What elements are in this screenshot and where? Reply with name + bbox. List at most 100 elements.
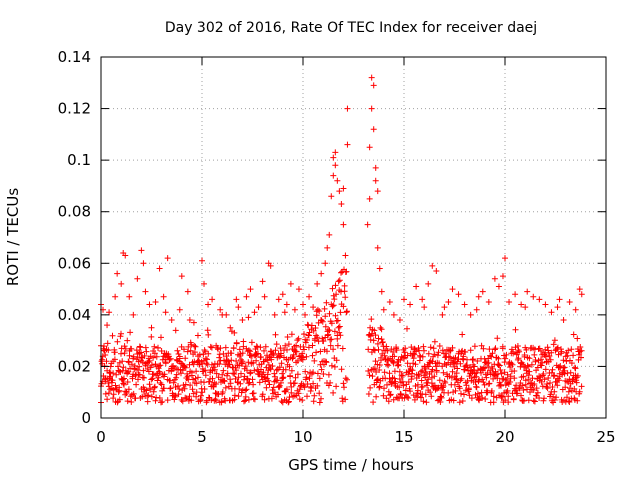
roti-point	[279, 291, 286, 298]
roti-point	[302, 311, 309, 318]
roti-point	[205, 301, 212, 308]
roti-point	[370, 82, 377, 89]
roti-point	[390, 311, 397, 318]
roti-point	[425, 280, 432, 287]
roti-point	[231, 329, 238, 336]
grid-lines	[101, 57, 606, 418]
roti-point	[322, 260, 329, 267]
x-tick-label: 20	[495, 428, 514, 446]
roti-point	[366, 195, 373, 202]
roti-point	[300, 301, 306, 308]
roti-point	[338, 200, 345, 207]
roti-point	[502, 255, 508, 262]
roti-point	[566, 298, 573, 305]
roti-point	[136, 350, 143, 357]
roti-point	[251, 309, 258, 316]
roti-point	[372, 164, 379, 171]
roti-point	[310, 304, 317, 311]
roti-point	[473, 306, 480, 313]
roti-point	[213, 342, 220, 349]
y-tick-label: 0.12	[58, 100, 91, 118]
roti-point	[328, 193, 335, 200]
roti-point	[306, 293, 313, 300]
roti-point	[491, 275, 498, 282]
roti-point	[445, 298, 452, 305]
x-axis-title: GPS time / hours	[288, 456, 414, 474]
roti-point	[201, 280, 208, 287]
roti-point	[332, 149, 339, 156]
roti-point	[156, 265, 163, 272]
roti-point	[499, 273, 506, 280]
roti-point	[475, 293, 482, 300]
roti-point	[370, 126, 377, 133]
roti-point	[271, 311, 278, 318]
roti-point	[217, 306, 224, 313]
y-tick-label: 0.14	[58, 48, 91, 66]
roti-point	[479, 288, 486, 295]
roti-point	[124, 337, 131, 344]
roti-point	[368, 74, 375, 81]
roti-point	[554, 304, 561, 311]
roti-point	[239, 317, 246, 324]
roti-point	[578, 291, 585, 298]
roti-point	[506, 298, 513, 305]
roti-point	[122, 252, 129, 259]
roti-point	[130, 311, 137, 318]
roti-point	[401, 296, 407, 303]
roti-point	[152, 298, 159, 305]
roti-point	[138, 247, 145, 254]
roti-point	[209, 296, 216, 303]
roti-point	[247, 286, 254, 293]
roti-point	[330, 172, 337, 179]
roti-point	[372, 177, 379, 184]
roti-point	[140, 260, 147, 267]
roti-point	[199, 257, 205, 264]
roti-point	[522, 304, 529, 311]
roti-point	[233, 296, 240, 303]
roti-point	[421, 304, 428, 311]
roti-point	[114, 270, 121, 277]
roti-point	[380, 306, 387, 313]
roti-point	[255, 304, 262, 311]
roti-point	[275, 296, 282, 303]
roti-point	[368, 105, 375, 112]
roti-point	[419, 296, 426, 303]
roti-point	[366, 144, 373, 151]
roti-point	[530, 293, 537, 300]
roti-point	[259, 278, 266, 285]
roti-point	[330, 154, 337, 161]
roti-point	[461, 301, 468, 308]
roti-point	[146, 301, 153, 308]
roti-point	[374, 188, 381, 195]
roti-point	[160, 293, 167, 300]
roti-point	[178, 273, 185, 280]
roti-point	[243, 293, 250, 300]
roti-point	[376, 265, 383, 272]
roti-point	[223, 311, 230, 318]
y-tick-label: 0.02	[58, 357, 91, 375]
roti-point	[413, 283, 420, 290]
roti-point	[245, 314, 252, 321]
roti-point	[495, 283, 502, 290]
roti-point	[441, 304, 448, 311]
roti-point	[342, 252, 349, 259]
roti-point	[283, 301, 290, 308]
roti-dense-band	[98, 266, 585, 406]
roti-point	[512, 291, 519, 298]
roti-point	[485, 298, 492, 305]
roti-point	[556, 296, 563, 303]
roti-point	[429, 262, 436, 269]
roti-point	[433, 268, 440, 275]
roti-point	[261, 293, 268, 300]
roti-point	[332, 162, 339, 169]
roti-point	[334, 177, 341, 184]
roti-point	[227, 324, 234, 331]
roti-point	[524, 288, 531, 295]
roti-point	[548, 309, 555, 316]
roti-point	[142, 288, 149, 295]
roti-point	[572, 306, 579, 313]
roti-point	[295, 286, 302, 293]
x-tick-label: 5	[197, 428, 207, 446]
roti-point	[186, 317, 193, 324]
